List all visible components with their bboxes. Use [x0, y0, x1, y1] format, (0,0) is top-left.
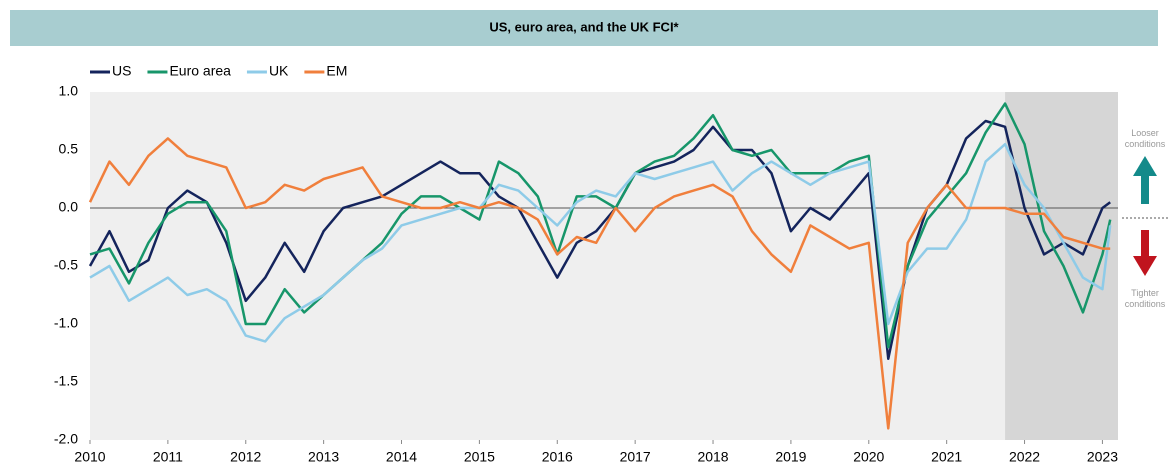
- x-tick-label: 2015: [464, 449, 495, 465]
- y-tick-label: 0.5: [59, 141, 79, 157]
- x-tick-label: 2018: [697, 449, 728, 465]
- legend-label: Euro area: [169, 63, 231, 79]
- x-tick-label: 2017: [620, 449, 651, 465]
- x-tick-label: 2012: [230, 449, 261, 465]
- x-tick-label: 2010: [74, 449, 105, 465]
- series-line: [88, 137, 1111, 430]
- looser-note: Looser conditions: [1124, 128, 1166, 149]
- y-tick-label: 1.0: [59, 83, 79, 99]
- y-tick-label: -1.5: [54, 373, 78, 389]
- y-tick-label: -0.5: [54, 257, 78, 273]
- x-tick-label: 2021: [931, 449, 962, 465]
- x-tick-label: 2011: [153, 449, 183, 465]
- series-line: [89, 102, 1112, 349]
- shaded-region: [1005, 92, 1118, 440]
- x-tick-label: 2023: [1087, 449, 1118, 465]
- y-tick-label: 0.0: [59, 199, 79, 215]
- x-tick-label: 2020: [853, 449, 884, 465]
- plot-area: [90, 92, 1118, 440]
- x-tick-label: 2013: [308, 449, 339, 465]
- x-tick-label: 2022: [1009, 449, 1040, 465]
- x-tick-label: 2014: [386, 449, 417, 465]
- x-tick-label: 2016: [542, 449, 573, 465]
- y-tick-label: -1.0: [54, 315, 78, 331]
- chart-title: US, euro area, and the UK FCI*: [489, 19, 679, 34]
- legend-label: EM: [326, 63, 347, 79]
- title-banner: [10, 10, 1158, 46]
- y-tick-label: -2.0: [54, 431, 78, 447]
- up-arrow: [1133, 156, 1157, 204]
- legend-label: UK: [269, 63, 289, 79]
- down-arrow: [1133, 230, 1157, 276]
- series-line: [88, 119, 1111, 361]
- x-tick-label: 2019: [775, 449, 806, 465]
- legend-label: US: [112, 63, 131, 79]
- series-line: [89, 142, 1112, 343]
- tighter-note: Tighter conditions: [1124, 288, 1166, 309]
